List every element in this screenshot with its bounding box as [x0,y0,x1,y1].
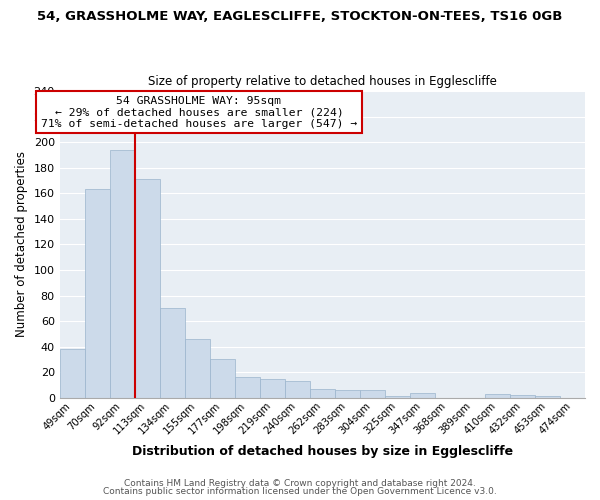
Bar [210,360,235,398]
Bar [535,396,560,398]
X-axis label: Distribution of detached houses by size in Egglescliffe: Distribution of detached houses by size … [132,444,513,458]
Bar [235,378,260,398]
Text: Contains public sector information licensed under the Open Government Licence v3: Contains public sector information licen… [103,487,497,496]
Y-axis label: Number of detached properties: Number of detached properties [15,152,28,338]
Text: 54 GRASSHOLME WAY: 95sqm
← 29% of detached houses are smaller (224)
71% of semi-: 54 GRASSHOLME WAY: 95sqm ← 29% of detach… [41,96,357,129]
Bar [160,308,185,398]
Bar [110,150,135,398]
Bar [335,390,360,398]
Bar [185,339,210,398]
Text: Contains HM Land Registry data © Crown copyright and database right 2024.: Contains HM Land Registry data © Crown c… [124,478,476,488]
Bar [285,381,310,398]
Bar [85,190,110,398]
Bar [510,395,535,398]
Bar [135,179,160,398]
Text: 54, GRASSHOLME WAY, EAGLESCLIFFE, STOCKTON-ON-TEES, TS16 0GB: 54, GRASSHOLME WAY, EAGLESCLIFFE, STOCKT… [37,10,563,23]
Bar [485,394,510,398]
Bar [310,389,335,398]
Bar [385,396,410,398]
Bar [260,378,285,398]
Title: Size of property relative to detached houses in Egglescliffe: Size of property relative to detached ho… [148,76,497,88]
Bar [360,390,385,398]
Bar [59,349,85,398]
Bar [410,392,435,398]
